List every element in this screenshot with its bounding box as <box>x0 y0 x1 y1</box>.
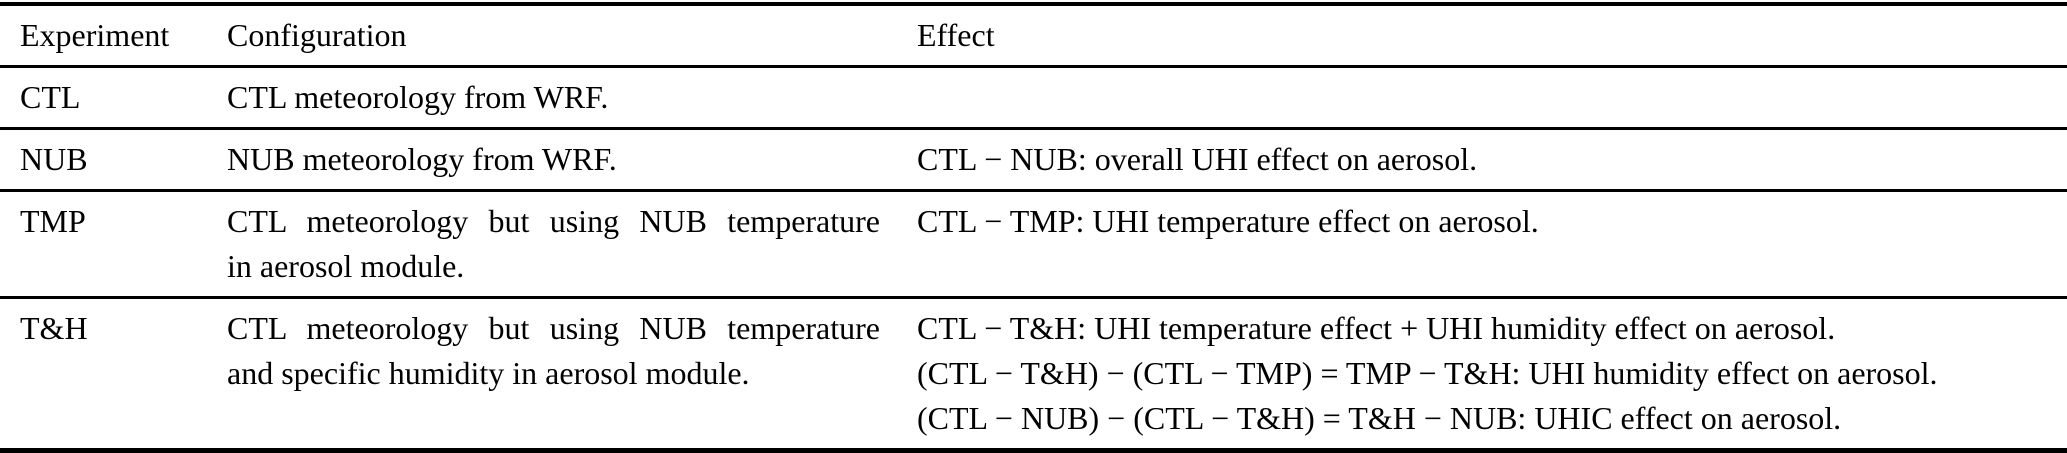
configuration-line: CTL meteorology from WRF. <box>227 79 609 115</box>
configuration-line: in aerosol module. <box>227 248 465 284</box>
column-header-configuration: Configuration <box>227 17 407 53</box>
table-row-tandh: T&H CTL meteorology but using NUB temper… <box>0 299 2067 448</box>
effect-line: CTL − NUB: overall UHI effect on aerosol… <box>917 141 1478 177</box>
experiment-label: NUB <box>20 141 88 177</box>
configuration-cell: CTL meteorology but using NUB temperatur… <box>227 306 917 396</box>
effect-line: (CTL − NUB) − (CTL − T&H) = T&H − NUB: U… <box>917 400 1842 436</box>
configuration-line: CTL meteorology but using NUB temperatur… <box>227 310 880 346</box>
configuration-cell: CTL meteorology from WRF. <box>227 75 917 120</box>
column-header-experiment: Experiment <box>20 17 170 53</box>
table-row-tmp: TMP CTL meteorology but using NUB temper… <box>0 192 2067 299</box>
effect-cell: CTL − TMP: UHI temperature effect on aer… <box>917 199 2067 244</box>
configuration-line: and specific humidity in aerosol module. <box>227 355 750 391</box>
configuration-cell: CTL meteorology but using NUB temperatur… <box>227 199 917 289</box>
column-header-effect: Effect <box>917 17 995 53</box>
configuration-line: NUB meteorology from WRF. <box>227 141 617 177</box>
experiment-label: CTL <box>20 79 81 115</box>
table-row-nub: NUB NUB meteorology from WRF. CTL − NUB:… <box>0 130 2067 192</box>
effect-line: CTL − TMP: UHI temperature effect on aer… <box>917 203 1539 239</box>
effect-line: (CTL − T&H) − (CTL − TMP) = TMP − T&H: U… <box>917 355 1938 391</box>
effect-cell: CTL − NUB: overall UHI effect on aerosol… <box>917 137 2067 182</box>
experiment-label: T&H <box>20 310 88 346</box>
table-row-ctl: CTL CTL meteorology from WRF. <box>0 68 2067 130</box>
effect-line: CTL − T&H: UHI temperature effect + UHI … <box>917 310 1836 346</box>
effect-cell: CTL − T&H: UHI temperature effect + UHI … <box>917 306 2067 441</box>
table-header-row: Experiment Configuration Effect <box>0 6 2067 68</box>
experiment-label: TMP <box>20 203 86 239</box>
configuration-cell: NUB meteorology from WRF. <box>227 137 917 182</box>
configuration-line: CTL meteorology but using NUB temperatur… <box>227 203 880 239</box>
